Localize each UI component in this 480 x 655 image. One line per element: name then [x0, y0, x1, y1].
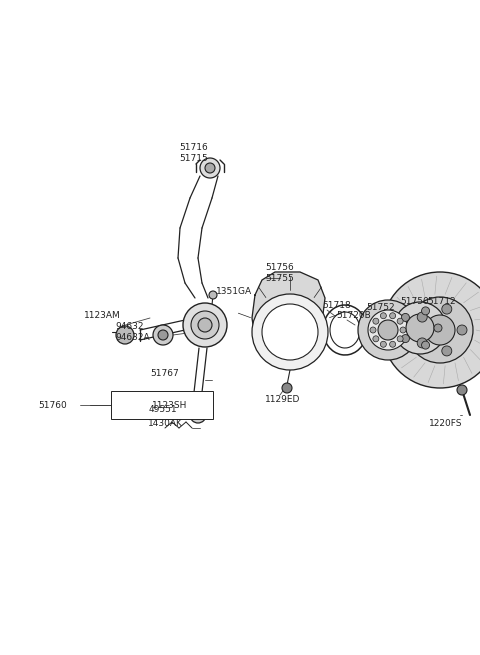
Circle shape	[407, 297, 473, 363]
Circle shape	[378, 320, 398, 340]
Circle shape	[262, 304, 318, 360]
Circle shape	[417, 338, 427, 348]
Circle shape	[380, 341, 386, 347]
Circle shape	[368, 310, 408, 350]
Circle shape	[425, 315, 455, 345]
Circle shape	[421, 341, 430, 349]
Circle shape	[390, 341, 396, 347]
Text: 1129ED: 1129ED	[265, 396, 300, 405]
Circle shape	[198, 318, 212, 332]
Text: 49551: 49551	[149, 405, 178, 415]
Circle shape	[191, 311, 219, 339]
Circle shape	[358, 300, 418, 360]
Circle shape	[442, 346, 452, 356]
Text: 51752: 51752	[366, 303, 395, 312]
Circle shape	[158, 330, 168, 340]
Circle shape	[205, 163, 215, 173]
Text: 1220FS: 1220FS	[429, 419, 463, 428]
Circle shape	[394, 302, 446, 354]
Circle shape	[457, 325, 467, 335]
Circle shape	[457, 385, 467, 395]
FancyBboxPatch shape	[111, 391, 213, 419]
Text: 1123AM: 1123AM	[84, 310, 121, 320]
Circle shape	[400, 327, 406, 333]
Circle shape	[153, 325, 173, 345]
Circle shape	[380, 312, 386, 319]
Text: 1430AK: 1430AK	[148, 419, 183, 428]
Text: 51750: 51750	[400, 297, 429, 307]
Circle shape	[200, 158, 220, 178]
Circle shape	[373, 336, 379, 342]
Circle shape	[401, 314, 409, 322]
Text: 51718: 51718	[322, 301, 351, 310]
Circle shape	[382, 272, 480, 388]
Circle shape	[397, 318, 403, 324]
Circle shape	[421, 307, 430, 315]
Circle shape	[417, 312, 427, 322]
Circle shape	[190, 407, 206, 423]
Text: 51756
51755: 51756 51755	[265, 263, 294, 283]
Circle shape	[373, 318, 379, 324]
Circle shape	[434, 324, 442, 332]
Circle shape	[397, 336, 403, 342]
Circle shape	[209, 291, 217, 299]
Polygon shape	[252, 272, 325, 358]
Circle shape	[194, 411, 202, 419]
Text: 51760: 51760	[38, 400, 67, 409]
Circle shape	[370, 327, 376, 333]
Text: 51767: 51767	[150, 369, 179, 379]
Circle shape	[252, 294, 328, 370]
Text: 51720B: 51720B	[336, 312, 371, 320]
Text: 94632
94632A: 94632 94632A	[115, 322, 150, 342]
Circle shape	[183, 303, 227, 347]
Circle shape	[116, 326, 134, 344]
Text: 1123SH: 1123SH	[152, 400, 187, 409]
Circle shape	[390, 312, 396, 319]
Circle shape	[401, 335, 409, 343]
Circle shape	[442, 304, 452, 314]
Text: 1351GA: 1351GA	[216, 288, 252, 297]
Text: 51716
51715: 51716 51715	[180, 143, 208, 162]
Text: 51712: 51712	[427, 297, 456, 305]
Circle shape	[282, 383, 292, 393]
Circle shape	[406, 314, 434, 342]
